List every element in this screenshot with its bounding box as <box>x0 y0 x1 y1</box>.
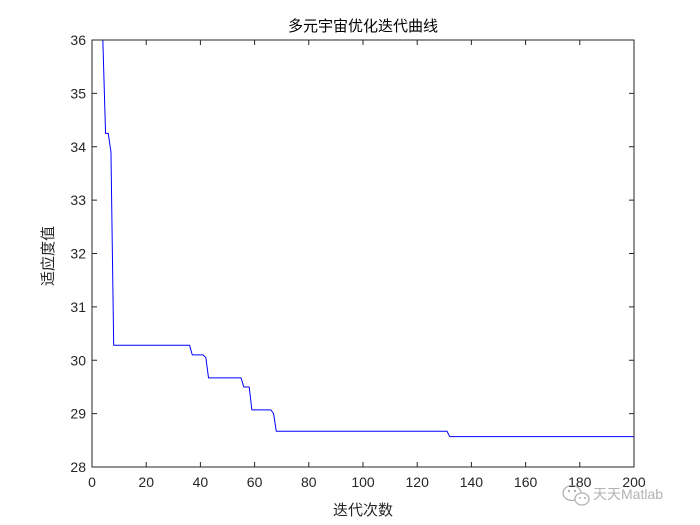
y-tick-label-36: 36 <box>70 32 86 48</box>
x-tick-label-120: 120 <box>406 474 430 490</box>
series-line-0 <box>94 39 634 438</box>
x-tick-label-20: 20 <box>138 474 154 490</box>
y-tick-label-32: 32 <box>70 246 86 262</box>
y-tick-label-33: 33 <box>70 192 86 208</box>
watermark-text: 天天Matlab <box>593 486 663 502</box>
y-tick-label-31: 31 <box>70 299 86 315</box>
x-tick-label-0: 0 <box>88 474 96 490</box>
chart-title: 多元宇宙优化迭代曲线 <box>288 17 438 35</box>
x-tick-label-40: 40 <box>193 474 209 490</box>
x-tick-label-100: 100 <box>351 474 375 490</box>
x-tick-label-180: 180 <box>568 474 592 490</box>
x-axis-label: 迭代次数 <box>333 501 393 519</box>
axes-box <box>91 39 635 468</box>
y-tick-label-30: 30 <box>70 352 86 368</box>
x-tick-label-80: 80 <box>301 474 317 490</box>
wechat-icon <box>562 484 590 506</box>
y-tick-label-34: 34 <box>70 139 86 155</box>
x-tick-label-60: 60 <box>247 474 263 490</box>
x-tick-label-140: 140 <box>460 474 484 490</box>
y-axis-label: 适应度值 <box>39 226 57 286</box>
x-tick-label-160: 160 <box>514 474 538 490</box>
x-tick-label-200: 200 <box>622 474 646 490</box>
y-tick-label-28: 28 <box>70 459 86 475</box>
plot-area: 0 20 40 60 80 100 120 140 160 180 200 28 29 30 31 32 33 3… <box>70 32 645 490</box>
y-tick-label-35: 35 <box>70 85 86 101</box>
y-tick-label-29: 29 <box>70 406 86 422</box>
watermark: 天天Matlab <box>562 484 663 506</box>
